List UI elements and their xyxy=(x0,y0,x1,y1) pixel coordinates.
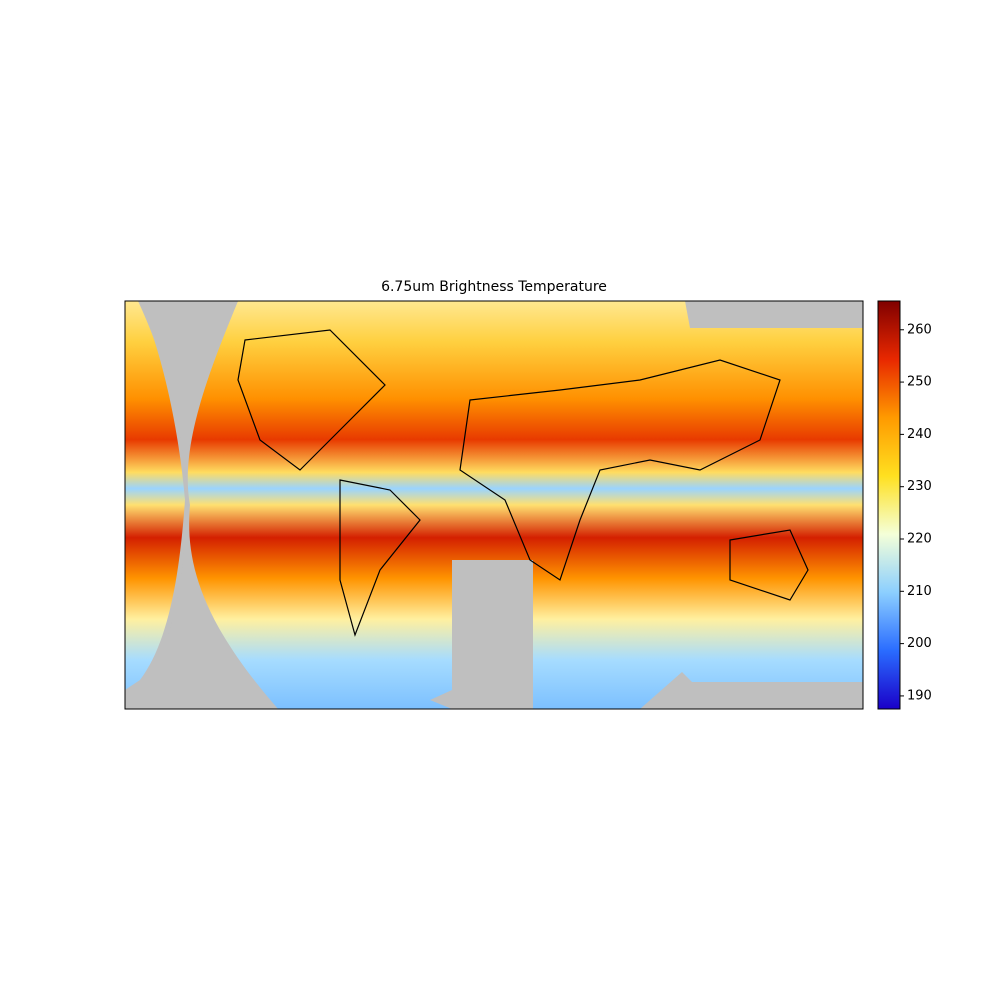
colorbar-tick-label: 200 xyxy=(907,636,932,651)
no-data xyxy=(640,672,863,709)
colorbar-tick-label: 240 xyxy=(907,427,932,442)
colorbar xyxy=(877,300,901,710)
colorbar-tick-label: 230 xyxy=(907,479,932,494)
no-data xyxy=(685,301,863,328)
no-data xyxy=(452,560,533,709)
coastline xyxy=(237,329,809,637)
chart-title: 6.75um Brightness Temperature xyxy=(381,279,607,295)
colorbar-tick-label: 260 xyxy=(907,322,932,337)
map xyxy=(124,300,864,710)
colorbar-tick-label: 190 xyxy=(907,688,932,703)
colorbar-tick-label: 210 xyxy=(907,584,932,599)
colorbar-tick-label: 250 xyxy=(907,375,932,390)
map-frame xyxy=(124,300,864,710)
no-data xyxy=(430,690,452,709)
colorbar-tick-label: 220 xyxy=(907,532,932,547)
no-data xyxy=(138,301,278,709)
